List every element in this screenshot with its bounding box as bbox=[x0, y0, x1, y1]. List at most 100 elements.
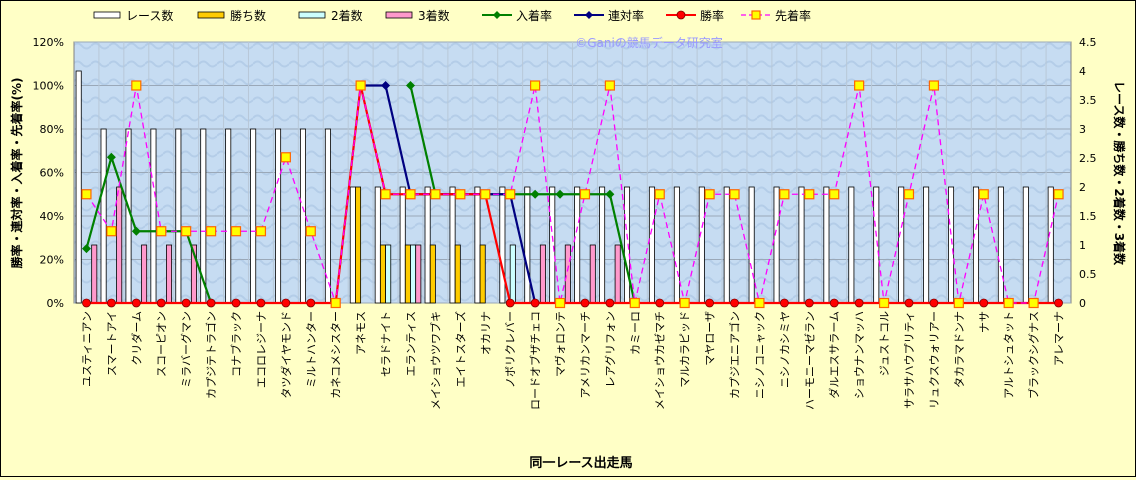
point-勝率 bbox=[306, 298, 316, 308]
bar-2着数 bbox=[410, 244, 417, 304]
bar-3着数 bbox=[564, 244, 571, 304]
x-tick-label: ミラバーグマン bbox=[179, 311, 193, 388]
bar-勝ち数 bbox=[379, 244, 386, 304]
bar-レース数 bbox=[898, 186, 905, 304]
point-勝率 bbox=[281, 298, 291, 308]
legend-item: 先着率 bbox=[741, 8, 811, 23]
point-先着率 bbox=[405, 189, 416, 200]
point-勝率 bbox=[181, 298, 191, 308]
bar-勝ち数 bbox=[429, 244, 436, 304]
point-先着率 bbox=[878, 297, 890, 309]
bar-レース数 bbox=[923, 186, 930, 304]
point-勝率 bbox=[904, 298, 914, 308]
x-tick-label: ニシノコニャック bbox=[753, 311, 766, 399]
point-先着率 bbox=[156, 226, 167, 237]
x-tick-label: アネモス bbox=[355, 311, 368, 355]
point-勝率 bbox=[231, 298, 241, 308]
point-勝率 bbox=[206, 298, 216, 308]
point-先着率 bbox=[953, 297, 964, 309]
point-入着率 bbox=[106, 152, 116, 162]
bar-レース数 bbox=[449, 186, 456, 304]
bar-レース数 bbox=[673, 186, 680, 304]
point-先着率 bbox=[530, 80, 541, 91]
bar-レース数 bbox=[75, 70, 82, 304]
line-勝率 bbox=[86, 85, 1059, 305]
point-先着率 bbox=[679, 297, 690, 309]
y-right-tick-label: 0 bbox=[1079, 297, 1086, 310]
bar-レース数 bbox=[773, 186, 780, 304]
point-先着率 bbox=[928, 80, 940, 91]
legend-item: 3着数 bbox=[385, 8, 450, 23]
y-right-tick-label: 4.5 bbox=[1079, 36, 1097, 49]
bar-レース数 bbox=[948, 186, 955, 304]
y-right-tick-label: 3.5 bbox=[1079, 94, 1097, 107]
x-tick-label: マヴォロンテ bbox=[553, 311, 567, 377]
bar-2着数 bbox=[385, 244, 392, 304]
x-tick-label: ナサ bbox=[978, 311, 991, 333]
point-先着率 bbox=[779, 189, 790, 200]
y-left-tick-label: 60% bbox=[40, 167, 64, 180]
point-先着率 bbox=[106, 226, 117, 237]
bar-レース数 bbox=[698, 186, 705, 304]
y-right-tick-label: 2.5 bbox=[1079, 152, 1097, 165]
point-勝率 bbox=[156, 298, 166, 308]
point-勝率 bbox=[829, 298, 839, 308]
point-先着率 bbox=[81, 189, 92, 200]
line-先着率 bbox=[85, 85, 1060, 304]
legend-label: 先着率 bbox=[775, 8, 811, 23]
legend-label: 入着率 bbox=[516, 8, 552, 23]
point-先着率 bbox=[654, 189, 665, 200]
point-先着率 bbox=[554, 297, 566, 309]
point-先着率 bbox=[903, 189, 915, 200]
point-先着率 bbox=[804, 189, 815, 200]
bar-レース数 bbox=[823, 186, 830, 304]
legend-swatch bbox=[197, 11, 225, 19]
bar-3着数 bbox=[116, 186, 123, 304]
x-tick-label: ニシノカシミヤ bbox=[778, 311, 791, 388]
x-tick-label: カプジテトラゴン bbox=[204, 311, 218, 399]
x-tick-label: スコーピオン bbox=[155, 311, 168, 377]
point-勝率 bbox=[655, 298, 665, 308]
point-先着率 bbox=[854, 80, 865, 91]
point-勝率 bbox=[705, 298, 714, 308]
point-連対率 bbox=[381, 81, 391, 90]
x-tick-label: アルトシュタット bbox=[1003, 311, 1016, 399]
legend-label: 連対率 bbox=[608, 8, 644, 23]
bar-3着数 bbox=[415, 244, 422, 304]
x-tick-label: マヤローザ bbox=[704, 311, 717, 366]
point-先着率 bbox=[1003, 297, 1014, 309]
y-left-tick-label: 0% bbox=[47, 297, 64, 310]
legend-label: 2着数 bbox=[331, 8, 363, 23]
x-tick-label: マルカラピッド bbox=[679, 311, 692, 388]
point-勝率 bbox=[979, 298, 989, 308]
bar-レース数 bbox=[474, 186, 481, 304]
x-tick-label: エイトスターズ bbox=[453, 311, 467, 387]
legend-label: 3着数 bbox=[418, 8, 450, 23]
x-tick-label: ミルトハンター bbox=[305, 311, 318, 388]
legend-marker bbox=[751, 10, 761, 20]
point-先着率 bbox=[430, 189, 441, 200]
legend-swatch bbox=[93, 11, 121, 19]
bar-レース数 bbox=[374, 186, 381, 304]
x-tick-label: ダルエスサラーム bbox=[827, 311, 841, 399]
x-tick-label: ノボリクレバー bbox=[504, 311, 517, 388]
point-先着率 bbox=[305, 226, 316, 237]
point-先着率 bbox=[978, 189, 989, 200]
point-先着率 bbox=[230, 226, 242, 237]
bar-レース数 bbox=[150, 128, 157, 304]
x-tick-label: アメリカンマーチ bbox=[579, 311, 592, 398]
point-先着率 bbox=[205, 226, 217, 237]
bar-レース数 bbox=[524, 186, 531, 304]
point-先着率 bbox=[131, 80, 142, 91]
x-tick-label: ブラックシグナス bbox=[1027, 311, 1041, 399]
bar-3着数 bbox=[141, 244, 148, 304]
legend-item: 勝率 bbox=[666, 8, 724, 23]
point-勝率 bbox=[730, 298, 739, 308]
point-入着率 bbox=[131, 226, 141, 236]
bar-3着数 bbox=[166, 244, 173, 304]
bar-レース数 bbox=[349, 186, 356, 304]
bar-レース数 bbox=[648, 186, 655, 304]
bar-レース数 bbox=[997, 186, 1004, 304]
